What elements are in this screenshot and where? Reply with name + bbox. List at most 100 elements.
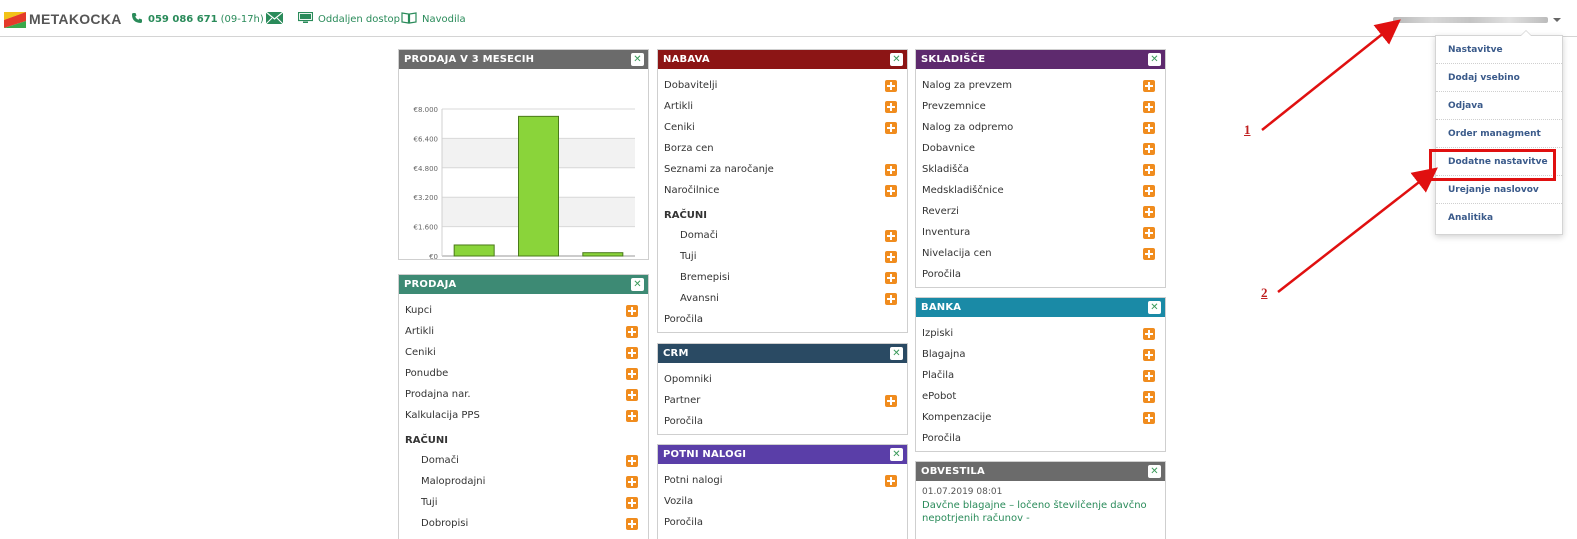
add-icon[interactable] [1143,247,1155,260]
menu-item-porocila[interactable]: Poročila [922,269,961,280]
menu-item-epobot[interactable]: ePobot [916,386,1165,407]
add-icon[interactable] [885,292,897,305]
close-icon[interactable]: ✕ [631,53,644,66]
menu-item-medskladiscnice[interactable]: Medskladiščnice [916,180,1165,201]
menu-item-avansni[interactable]: Avansni [658,288,907,309]
menu-item-tuji[interactable]: Tuji [658,246,907,267]
menu-item-kupci[interactable]: Kupci [399,300,648,321]
menu-item-porocila[interactable]: Poročila [664,517,703,528]
menu-item-opomniki[interactable]: Opomniki [664,374,712,385]
add-icon[interactable] [1143,205,1155,218]
menu-item-nalog-za-prevzem[interactable]: Nalog za prevzem [916,75,1165,96]
add-icon[interactable] [626,454,638,467]
close-icon[interactable]: ✕ [890,347,903,360]
add-icon[interactable] [626,517,638,530]
add-icon[interactable] [626,367,638,380]
add-icon[interactable] [885,250,897,263]
add-icon[interactable] [626,388,638,401]
add-icon[interactable] [1143,327,1155,340]
menu-item-ceniki[interactable]: Ceniki [399,342,648,363]
close-icon[interactable]: ✕ [890,448,903,461]
menu-item-porocila[interactable]: Poročila [664,416,703,427]
add-icon[interactable] [885,100,897,113]
dropdown-item-nastavitve[interactable]: Nastavitve [1436,36,1562,64]
close-icon[interactable]: ✕ [1148,301,1161,314]
remote-access-link[interactable]: Oddaljen dostop [297,11,400,27]
dropdown-item-odjava[interactable]: Odjava [1436,92,1562,120]
add-icon[interactable] [1143,121,1155,134]
user-menu-toggle[interactable] [1393,14,1561,26]
menu-item-prevzemnice[interactable]: Prevzemnice [916,96,1165,117]
add-icon[interactable] [1143,184,1155,197]
menu-item-skladisca[interactable]: Skladišča [916,159,1165,180]
dropdown-item-dodaj-vsebino[interactable]: Dodaj vsebino [1436,64,1562,92]
menu-item-maloprodajni[interactable]: Maloprodajni [399,471,648,492]
notice-link[interactable]: Davčne blagajne – ločeno številčenje dav… [922,500,1147,524]
add-icon[interactable] [885,394,897,407]
menu-item-porocila[interactable]: Poročila [922,433,961,444]
menu-item-reverzi[interactable]: Reverzi [916,201,1165,222]
menu-item-dobropisi[interactable]: Dobropisi [399,513,648,534]
add-icon[interactable] [885,474,897,487]
menu-item-inventura[interactable]: Inventura [916,222,1165,243]
menu-item-potni-nalogi[interactable]: Potni nalogi [658,470,907,491]
add-icon[interactable] [626,475,638,488]
menu-item-ponudbe[interactable]: Ponudbe [399,363,648,384]
menu-item-porocila[interactable]: Poročila [664,314,703,325]
add-icon[interactable] [885,184,897,197]
dropdown-item-order-managment[interactable]: Order managment [1436,120,1562,148]
menu-item-dobavnice[interactable]: Dobavnice [916,138,1165,159]
menu-item-borza-cen[interactable]: Borza cen [664,143,714,154]
menu-item-placila[interactable]: Plačila [916,365,1165,386]
menu-item-dobavitelji[interactable]: Dobavitelji [658,75,907,96]
add-icon[interactable] [1143,79,1155,92]
menu-item-tuji[interactable]: Tuji [399,492,648,513]
add-icon[interactable] [626,325,638,338]
menu-item-ceniki[interactable]: Ceniki [658,117,907,138]
add-icon[interactable] [885,229,897,242]
menu-item-izpiski[interactable]: Izpiski [916,323,1165,344]
menu-item-kompenzacije[interactable]: Kompenzacije [916,407,1165,428]
add-icon[interactable] [1143,142,1155,155]
add-icon[interactable] [1143,411,1155,424]
close-icon[interactable]: ✕ [631,278,644,291]
add-icon[interactable] [1143,348,1155,361]
menu-item-artikli[interactable]: Artikli [658,96,907,117]
add-icon[interactable] [626,496,638,509]
menu-item-vozila[interactable]: Vozila [664,496,694,507]
add-icon[interactable] [626,409,638,422]
add-icon[interactable] [626,304,638,317]
add-icon[interactable] [1143,163,1155,176]
close-icon[interactable]: ✕ [1148,465,1161,478]
menu-item-blagajna[interactable]: Blagajna [916,344,1165,365]
instructions-link[interactable]: Navodila [401,12,466,27]
menu-item-bremepisi[interactable]: Bremepisi [658,267,907,288]
dropdown-item-dodatne-nastavitve[interactable]: Dodatne nastavitve [1436,148,1562,176]
menu-item-kalkulacija-pps[interactable]: Kalkulacija PPS [399,405,648,426]
add-icon[interactable] [885,79,897,92]
logo[interactable]: METAKOCKA [4,8,122,30]
menu-item-seznami-za-narocanje[interactable]: Seznami za naročanje [658,159,907,180]
menu-item-artikli[interactable]: Artikli [399,321,648,342]
add-icon[interactable] [885,121,897,134]
menu-item-domaci[interactable]: Domači [658,225,907,246]
add-icon[interactable] [1143,100,1155,113]
menu-item-nalog-za-odpremo[interactable]: Nalog za odpremo [916,117,1165,138]
close-icon[interactable]: ✕ [1148,53,1161,66]
add-icon[interactable] [885,271,897,284]
menu-item-narocilnice[interactable]: Naročilnice [658,180,907,201]
add-icon[interactable] [1143,390,1155,403]
menu-item-prodajna-nar[interactable]: Prodajna nar. [399,384,648,405]
close-icon[interactable]: ✕ [890,53,903,66]
add-icon[interactable] [1143,369,1155,382]
add-icon[interactable] [626,346,638,359]
add-icon[interactable] [1143,226,1155,239]
dropdown-item-analitika[interactable]: Analitika [1448,213,1494,223]
menu-item-domaci[interactable]: Domači [399,450,648,471]
add-icon[interactable] [885,163,897,176]
menu-item-nivelacija-cen[interactable]: Nivelacija cen [916,243,1165,264]
dropdown-item-urejanje-naslovov[interactable]: Urejanje naslovov [1436,176,1562,204]
section-racuni: RAČUNI [664,210,707,221]
menu-item-partner[interactable]: Partner [658,390,907,411]
mail-link[interactable] [265,11,288,27]
